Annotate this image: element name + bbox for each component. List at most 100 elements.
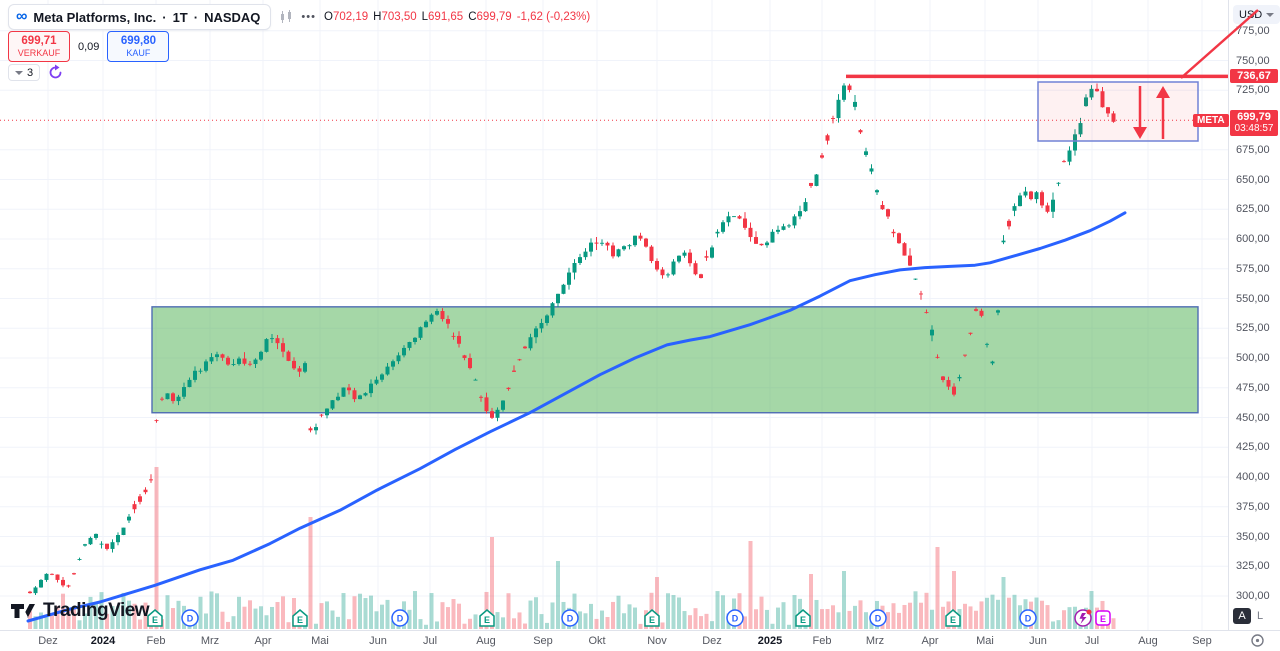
change-value: -1,62 (-0,23%): [516, 11, 591, 23]
time-axis-label: Mai: [311, 635, 329, 647]
chevron-down-icon: [15, 70, 23, 75]
time-axis-label: Jun: [369, 635, 387, 647]
arrow-up[interactable]: [1156, 86, 1170, 139]
buy-button[interactable]: 699,80 KAUF: [107, 31, 170, 62]
dividend-badge-icon: [726, 609, 744, 627]
time-axis-label: Okt: [588, 635, 606, 647]
separator: ·: [193, 9, 199, 25]
price-axis-label: 575,00: [1236, 262, 1270, 275]
time-axis[interactable]: Dez 2024 Feb Mrz Apr Mai Jun Jul Aug Sep Okt Nov Dez…: [0, 630, 1280, 651]
dividend-badge-icon: [1019, 609, 1037, 627]
dividend-badge-icon: [869, 609, 887, 627]
price-axis-label: 450,00: [1236, 411, 1270, 424]
dividend-badge-icon: [181, 609, 199, 627]
earnings-badge-icon: [292, 609, 308, 627]
depth-selector[interactable]: 3: [8, 64, 41, 81]
buy-price: 699,80: [120, 34, 157, 47]
svg-text:E: E: [484, 615, 490, 625]
time-axis-label: Aug: [476, 635, 496, 647]
time-axis-label: 2024: [90, 635, 116, 647]
price-axis-label: 600,00: [1236, 233, 1270, 245]
price-axis-label: 625,00: [1236, 203, 1270, 216]
currency-selector[interactable]: USD: [1233, 5, 1280, 24]
log-scale-button[interactable]: L: [1257, 610, 1264, 622]
ma-line[interactable]: [26, 211, 1127, 623]
chart-tools-row: 3: [8, 64, 64, 81]
price-axis-label: 500,00: [1236, 352, 1270, 364]
time-axis-label: Feb: [146, 635, 166, 647]
tradingview-logo-icon: [11, 604, 35, 618]
dividend-badge-icon: [561, 609, 579, 627]
projection-box[interactable]: [1037, 81, 1199, 142]
time-axis-label: Jul: [1084, 635, 1100, 647]
earnings-badge-icon: [479, 609, 495, 627]
separator: ·: [162, 9, 167, 25]
chart-type-icon[interactable]: [279, 10, 293, 24]
price-axis-label: 300,00: [1236, 590, 1270, 602]
currency-label: USD: [1239, 8, 1263, 21]
more-options-button[interactable]: •••: [301, 11, 316, 23]
high-value: 703,50: [381, 11, 417, 23]
time-axis-label: Sep: [533, 635, 553, 647]
price-axis-label: 375,00: [1236, 500, 1270, 513]
svg-text:D: D: [1025, 614, 1032, 624]
price-axis-label: 775,00: [1236, 24, 1270, 37]
symbol-price-marker: META: [1193, 114, 1229, 127]
svg-text:D: D: [567, 614, 574, 624]
target-scroll-icon[interactable]: [1250, 633, 1265, 651]
price-axis-label: 475,00: [1236, 381, 1270, 394]
time-axis-label: Nov: [647, 635, 667, 647]
close-label: C: [468, 11, 477, 23]
high-label: H: [373, 11, 382, 23]
refresh-icon[interactable]: [47, 64, 64, 81]
svg-text:D: D: [187, 614, 194, 624]
current-price-value: 699,79: [1237, 111, 1271, 123]
close-value: 699,79: [476, 11, 512, 23]
price-axis-label: 325,00: [1236, 560, 1270, 573]
open-value: 702,19: [332, 11, 369, 23]
auto-scale-button[interactable]: A: [1233, 608, 1251, 624]
tradingview-logo[interactable]: TradingView: [10, 599, 150, 623]
price-axis[interactable]: USD 775,00 750,00 725,00 675,00 650,00 625,00…: [1228, 0, 1280, 630]
time-axis-label: Jul: [422, 635, 438, 647]
svg-text:D: D: [397, 614, 404, 624]
trade-widget: 699,71 VERKAUF 0,09 699,80 KAUF: [8, 31, 170, 62]
time-axis-label: Jun: [1029, 635, 1047, 647]
time-axis-label: Aug: [1138, 635, 1158, 647]
svg-text:E: E: [1100, 614, 1106, 624]
depth-count: 3: [27, 66, 34, 79]
svg-text:E: E: [152, 615, 158, 625]
support-zone-rect[interactable]: [151, 306, 1199, 414]
time-axis-label: Mrz: [865, 635, 885, 647]
buy-label: KAUF: [126, 47, 151, 58]
symbol-header: ∞ Meta Platforms, Inc. · 1T · NASDAQ •••…: [8, 4, 590, 30]
price-axis-label: 425,00: [1236, 441, 1270, 454]
arrow-down[interactable]: [1133, 86, 1147, 139]
low-label: L: [421, 11, 429, 23]
symbol-name: Meta Platforms, Inc.: [33, 9, 157, 25]
ohlc-readout: O702,19 H703,50 L691,65 C699,79 -1,62 (-…: [324, 11, 590, 23]
time-axis-label: Dez: [38, 635, 58, 647]
interval-label[interactable]: 1T: [172, 9, 188, 25]
earnings-badge-icon: [644, 609, 660, 627]
svg-text:E: E: [297, 615, 303, 625]
resistance-price-label: 736,67: [1230, 69, 1278, 83]
volume-layer: [28, 467, 1116, 629]
price-axis-label: 550,00: [1236, 292, 1270, 305]
svg-text:D: D: [732, 614, 739, 624]
earnings-badge-icon: [147, 609, 163, 627]
symbol-search-button[interactable]: ∞ Meta Platforms, Inc. · 1T · NASDAQ: [8, 4, 272, 30]
sell-button[interactable]: 699,71 VERKAUF: [8, 31, 70, 62]
price-axis-label: 400,00: [1236, 471, 1270, 483]
time-axis-label: Dez: [702, 635, 722, 647]
svg-text:D: D: [875, 614, 882, 624]
svg-text:E: E: [950, 615, 956, 625]
exchange-label: NASDAQ: [204, 9, 261, 25]
time-axis-label: Sep: [1192, 635, 1212, 647]
spread-value: 0,09: [78, 40, 100, 53]
svg-text:E: E: [649, 615, 655, 625]
earnings-badge-icon: [945, 609, 961, 627]
